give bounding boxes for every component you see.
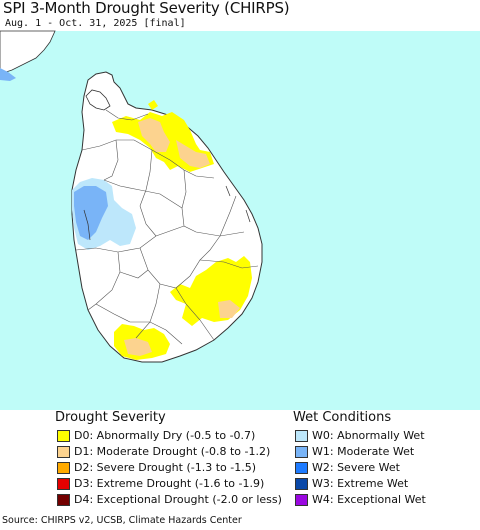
legend-wet-heading: Wet Conditions: [293, 410, 392, 425]
legend-swatch-d1: [57, 445, 70, 458]
drought-area-south-west: [114, 324, 170, 360]
legend-item-w2: W2: Severe Wet: [295, 460, 400, 475]
legend-swatch-d0: [57, 429, 70, 442]
coastal-lagoons: [83, 185, 251, 241]
legend-item-w3: W3: Extreme Wet: [295, 476, 408, 491]
legend-label-d2: D2: Severe Drought (-1.3 to -1.5): [74, 461, 257, 474]
district-boundaries: [75, 109, 259, 345]
legend-swatch-w0: [295, 429, 308, 442]
legend-label-w2: W2: Severe Wet: [312, 461, 400, 474]
legend-label-w3: W3: Extreme Wet: [312, 477, 409, 490]
legend-item-d4: D4: Exceptional Drought (-2.0 or less): [57, 492, 282, 507]
map-title: SPI 3-Month Drought Severity (CHIRPS): [3, 0, 290, 17]
drought-area-south-east: [170, 256, 252, 326]
legend-label-d4: D4: Exceptional Drought (-2.0 or less): [74, 493, 282, 506]
legend-swatch-d2: [57, 461, 70, 474]
legend: Drought Severity Wet Conditions D0: Abno…: [0, 410, 480, 515]
india-wet-patch: [0, 68, 16, 81]
drought-map: [0, 0, 480, 410]
legend-swatch-d3: [57, 477, 70, 490]
legend-swatch-w1: [295, 445, 308, 458]
legend-label-w4: W4: Exceptional Wet: [312, 493, 426, 506]
legend-swatch-w2: [295, 461, 308, 474]
drought-area-north-east: [112, 100, 214, 172]
legend-item-d1: D1: Moderate Drought (-0.8 to -1.2): [57, 444, 270, 459]
legend-item-w1: W1: Moderate Wet: [295, 444, 414, 459]
legend-swatch-w4: [295, 493, 308, 506]
legend-label-w0: W0: Abnormally Wet: [312, 429, 425, 442]
legend-item-w0: W0: Abnormally Wet: [295, 428, 425, 443]
legend-swatch-d4: [57, 493, 70, 506]
legend-label-d1: D1: Moderate Drought (-0.8 to -1.2): [74, 445, 271, 458]
legend-item-d0: D0: Abnormally Dry (-0.5 to -0.7): [57, 428, 255, 443]
jaffna-peninsula: [85, 89, 111, 111]
legend-item-d3: D3: Extreme Drought (-1.6 to -1.9): [57, 476, 264, 491]
legend-label-w1: W1: Moderate Wet: [312, 445, 415, 458]
legend-label-d3: D3: Extreme Drought (-1.6 to -1.9): [74, 477, 265, 490]
source-credit: Source: CHIRPS v2, UCSB, Climate Hazards…: [2, 515, 242, 526]
legend-label-d0: D0: Abnormally Dry (-0.5 to -0.7): [74, 429, 256, 442]
legend-item-w4: W4: Exceptional Wet: [295, 492, 426, 507]
legend-swatch-w3: [295, 477, 308, 490]
title-background: [0, 0, 480, 31]
legend-drought-heading: Drought Severity: [55, 410, 166, 425]
map-subtitle: Aug. 1 - Oct. 31, 2025 [final]: [5, 18, 186, 29]
wet-area-west: [72, 178, 136, 250]
legend-item-d2: D2: Severe Drought (-1.3 to -1.5): [57, 460, 256, 475]
